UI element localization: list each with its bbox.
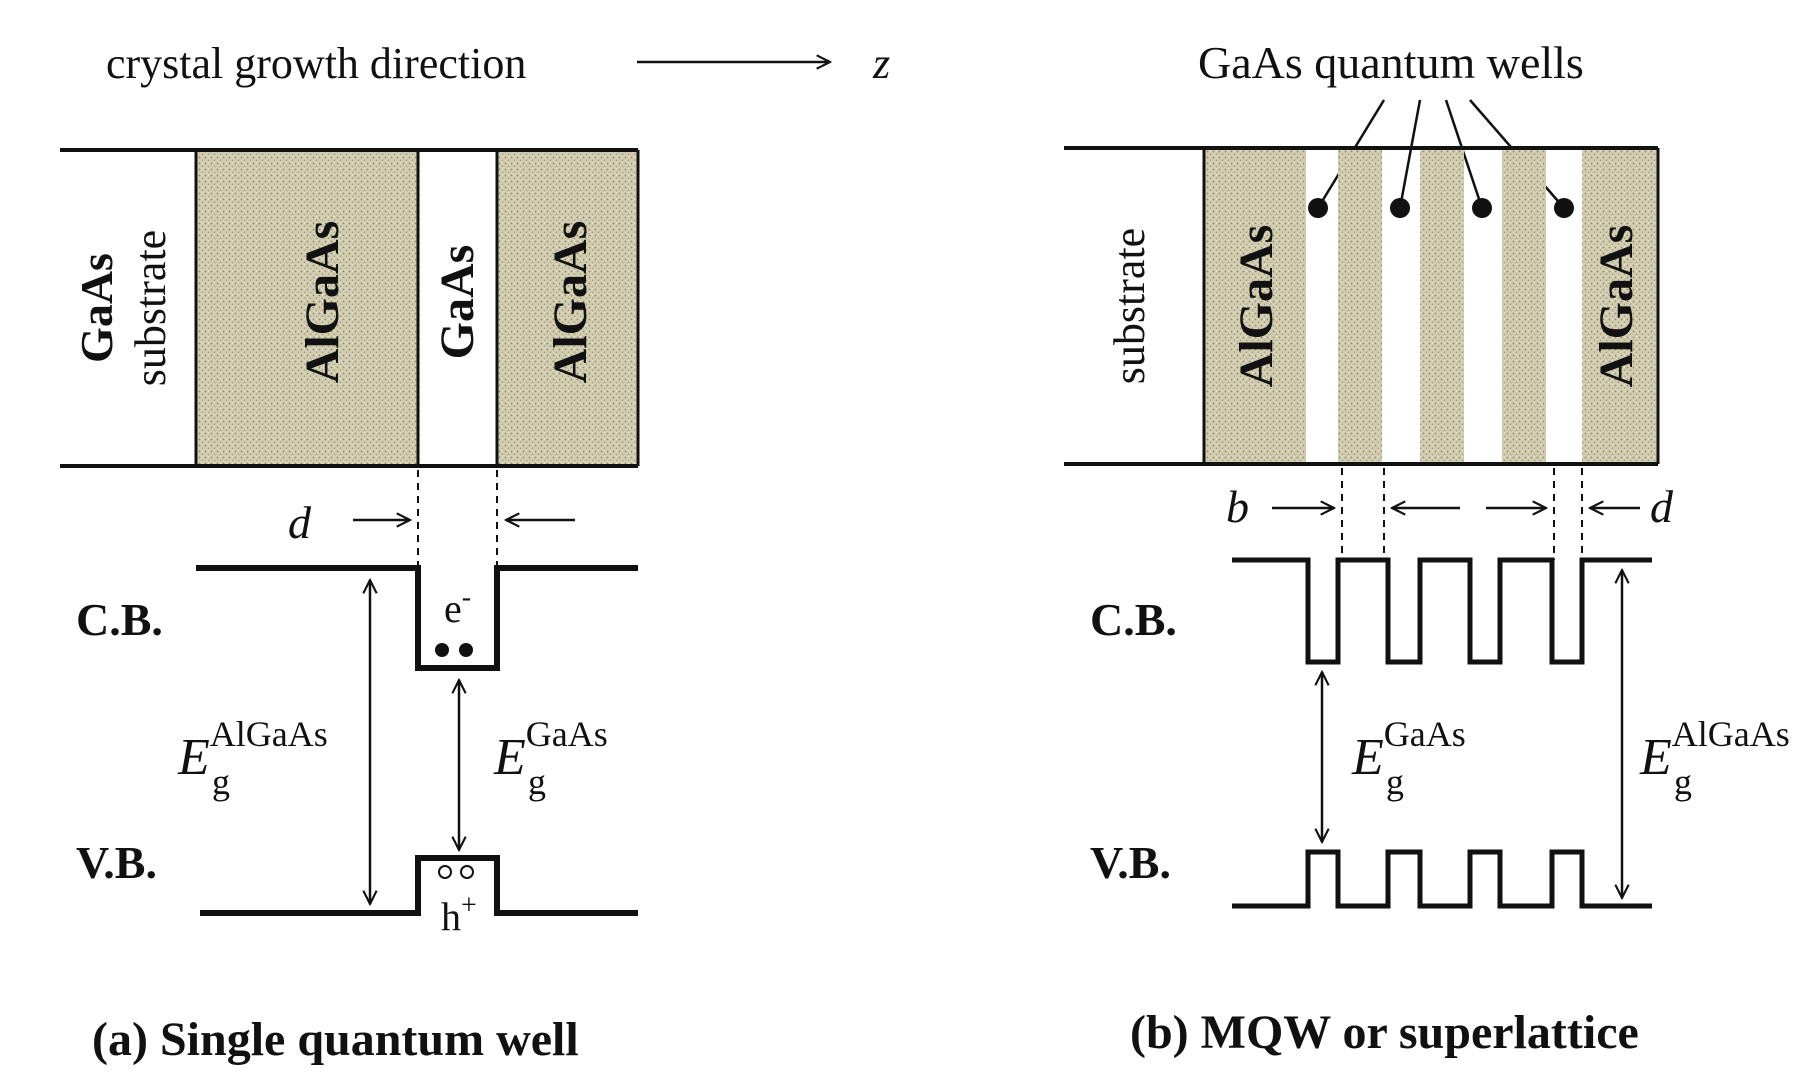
algaas-layer-left <box>196 150 418 466</box>
layer-label-gaas-substrate-2: substrate <box>126 230 175 386</box>
eg-algaas-label-a: EAlGaAs <box>177 714 328 786</box>
algaas-barrier <box>1502 148 1546 464</box>
algaas-barrier <box>1204 148 1306 464</box>
algaas-barrier <box>1582 148 1658 464</box>
growth-direction-label: crystal growth direction <box>106 39 526 88</box>
eg-gaas-label-a: EGaAs <box>493 714 608 786</box>
well-width-label: d <box>288 497 312 548</box>
valence-band-edge-b <box>1232 849 1652 909</box>
layer-label-gaas-well: GaAs <box>431 245 484 360</box>
well-width-label-b: d <box>1650 481 1674 532</box>
well-width-indicator-a: d <box>288 470 575 566</box>
eg-gaas-sub-a: g <box>528 762 546 802</box>
layer-stack-a: GaAs substrate AlGaAs GaAs AlGaAs <box>60 148 640 468</box>
eg-gaas-sub-b: g <box>1386 762 1404 802</box>
vb-label-a: V.B. <box>76 837 157 888</box>
eg-algaas-label-b: EAlGaAs <box>1639 714 1790 786</box>
eg-gaas-label-b: EGaAs <box>1351 714 1466 786</box>
spacing-indicators-b: b d <box>1226 468 1674 560</box>
layer-label-algaas-right: AlGaAs <box>544 221 597 384</box>
eg-algaas-sub-a: g <box>212 762 230 802</box>
caption-a: (a) Single quantum well <box>92 1013 579 1066</box>
layer-label-substrate: substrate <box>1105 228 1154 384</box>
layer-stack-b: substrate AlGaAs AlGaAs <box>1064 146 1660 466</box>
cb-label-a: C.B. <box>76 594 163 645</box>
conduction-band-edge-b <box>1232 557 1652 665</box>
algaas-layer-right <box>497 150 638 466</box>
caption-b: (b) MQW or superlattice <box>1130 1006 1639 1059</box>
eg-algaas-sub-b: g <box>1674 762 1692 802</box>
quantum-wells-label: GaAs quantum wells <box>1198 37 1584 88</box>
algaas-barrier <box>1338 148 1382 464</box>
vb-label-b: V.B. <box>1090 837 1171 888</box>
valence-band-edge-a <box>200 855 638 916</box>
hole-label: h+ <box>441 890 477 939</box>
layer-label-gaas-substrate-1: GaAs <box>71 253 122 363</box>
electron-dot <box>435 643 449 657</box>
cb-label-b: C.B. <box>1090 594 1177 645</box>
layer-label-algaas-right: AlGaAs <box>1590 225 1643 388</box>
layer-label-algaas-left: AlGaAs <box>1230 225 1283 388</box>
panel-a: crystal growth direction z GaAs substrat… <box>60 39 890 1066</box>
electron-dot <box>459 643 473 657</box>
panel-b: GaAs quantum wells substrate AlGaAs <box>1064 37 1790 1059</box>
electron-label: e- <box>444 582 471 631</box>
z-axis-label: z <box>872 39 890 88</box>
hole-dot <box>438 865 452 879</box>
hole-dot <box>460 865 474 879</box>
barrier-width-label: b <box>1226 481 1249 532</box>
conduction-band-edge-a <box>196 565 638 671</box>
layer-label-algaas-left: AlGaAs <box>296 221 349 384</box>
algaas-barrier <box>1420 148 1464 464</box>
